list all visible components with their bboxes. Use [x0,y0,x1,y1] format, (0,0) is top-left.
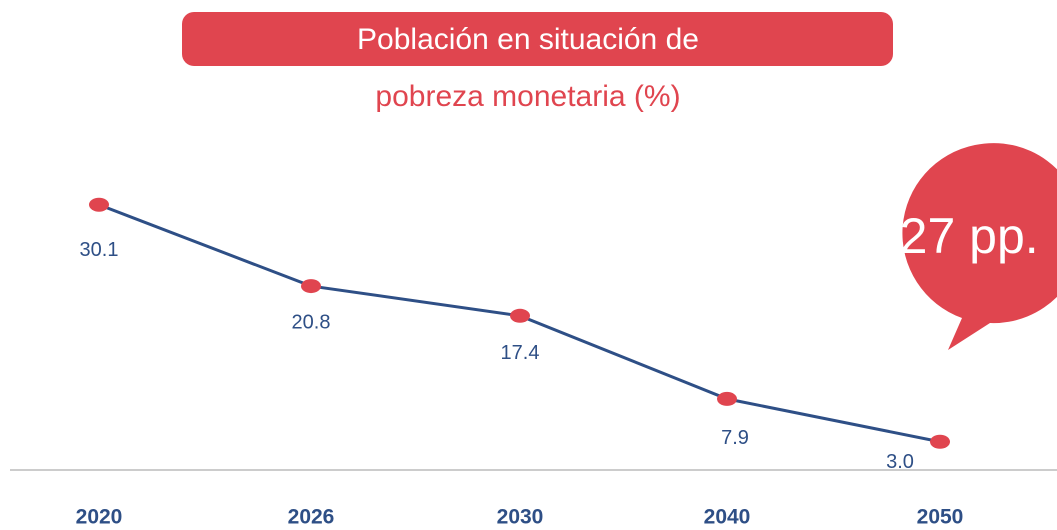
data-label: 20.8 [292,311,331,333]
marker [717,391,737,406]
data-label: 30.1 [80,239,119,261]
x-tick-label: 2026 [288,506,335,529]
marker [510,308,530,323]
annotation: -27 pp. [883,208,1039,264]
data-label: 17.4 [501,342,540,364]
data-label: 7.9 [721,427,749,449]
chart-title: Población en situación de [357,23,699,56]
marker [301,279,321,294]
marker [930,434,950,449]
x-tick-label: 2050 [917,506,964,529]
title-banner [182,12,893,66]
x-tick-label: 2030 [497,506,544,529]
marker [89,197,109,212]
x-tick-label: 2040 [704,506,751,529]
data-label: 3.0 [886,451,914,473]
line [98,203,941,444]
x-tick-label: 2020 [76,506,123,529]
chart-title: pobreza monetaria (%) [375,80,680,113]
callout-bubble [902,143,1057,350]
